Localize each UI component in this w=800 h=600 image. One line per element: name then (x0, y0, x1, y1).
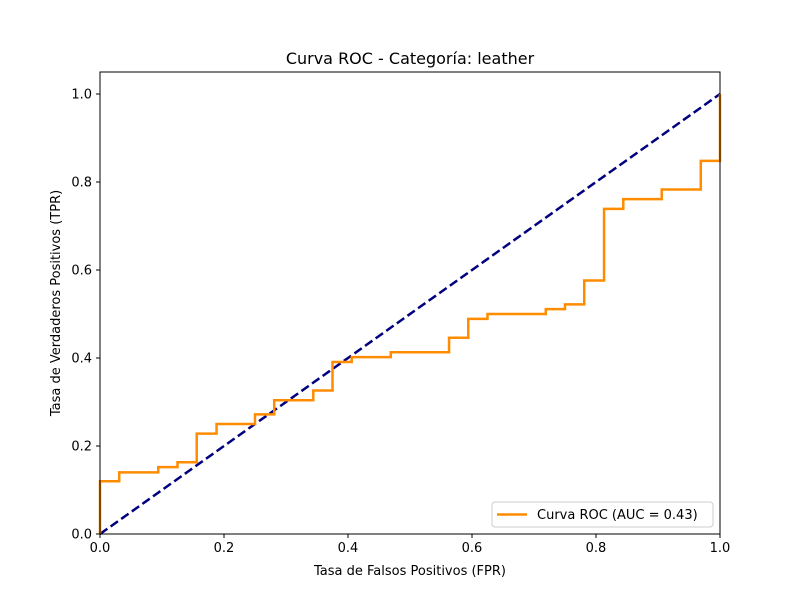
x-tick-label: 0.0 (90, 541, 111, 556)
random-classifier-line (99, 92, 721, 536)
y-tick-label: 1.0 (71, 88, 92, 103)
x-tick-label: 0.6 (462, 541, 483, 556)
roc-curve-line (98, 94, 722, 534)
x-axis-label: Tasa de Falsos Positivos (FPR) (313, 564, 506, 579)
legend-box (491, 501, 714, 528)
plot-area (98, 92, 722, 536)
x-tick-label: 0.8 (586, 541, 607, 556)
y-axis-label: Tasa de Verdaderos Positivos (TPR) (49, 190, 64, 417)
legend-label: Curva ROC (AUC = 0.43) (537, 508, 698, 523)
plot-frame (99, 71, 721, 535)
legend: Curva ROC (AUC = 0.43) (491, 501, 714, 528)
y-tick-label: 0.2 (71, 440, 92, 455)
y-tick-label: 0.4 (71, 352, 92, 367)
x-tick-label: 1.0 (710, 541, 731, 556)
chart-title: Curva ROC - Categoría: leather (286, 49, 535, 68)
axis-ticks: 0.0 0.2 0.4 0.6 0.8 1.0 0.0 0.2 0.4 0.6 0.8 1.0 (71, 88, 730, 557)
y-tick-label: 0.0 (71, 528, 92, 543)
x-tick-label: 0.4 (338, 541, 359, 556)
y-tick-label: 0.6 (71, 264, 92, 279)
y-tick-label: 0.8 (71, 176, 92, 191)
x-tick-label: 0.2 (214, 541, 235, 556)
